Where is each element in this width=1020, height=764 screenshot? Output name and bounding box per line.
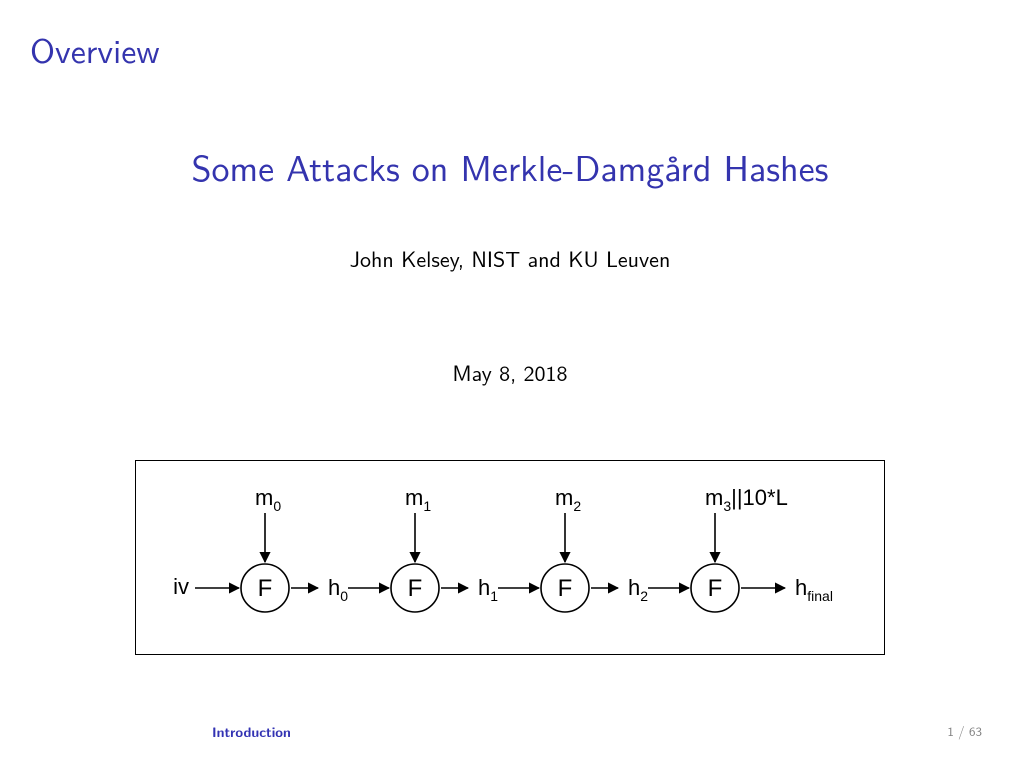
- section-heading: Overview: [30, 24, 160, 74]
- svg-text:h1: h1: [478, 575, 498, 604]
- svg-text:F: F: [558, 575, 573, 602]
- merkle-damgard-diagram: iv m0 Fh0 m1 Fh1 m2 Fh2 m3||10*L Fhfinal: [135, 460, 885, 655]
- svg-text:m0: m0: [255, 485, 281, 514]
- svg-text:F: F: [258, 575, 273, 602]
- svg-text:h2: h2: [628, 575, 648, 604]
- presentation-title: Some Attacks on Merkle-Damgård Hashes: [0, 140, 1020, 193]
- footer-page-number: 1 / 63: [947, 722, 982, 741]
- date-line: May 8, 2018: [0, 356, 1020, 388]
- author-line: John Kelsey, NIST and KU Leuven: [0, 242, 1020, 274]
- svg-text:m1: m1: [405, 485, 431, 514]
- svg-text:hfinal: hfinal: [795, 575, 833, 604]
- footer-section-name: Introduction: [212, 722, 291, 742]
- svg-text:F: F: [408, 575, 423, 602]
- svg-text:h0: h0: [328, 575, 348, 604]
- svg-text:iv: iv: [173, 574, 189, 599]
- svg-text:m3||10*L: m3||10*L: [705, 485, 788, 514]
- slide-footer: Introduction 1 / 63: [0, 722, 1020, 742]
- svg-text:F: F: [708, 575, 723, 602]
- svg-text:m2: m2: [555, 485, 581, 514]
